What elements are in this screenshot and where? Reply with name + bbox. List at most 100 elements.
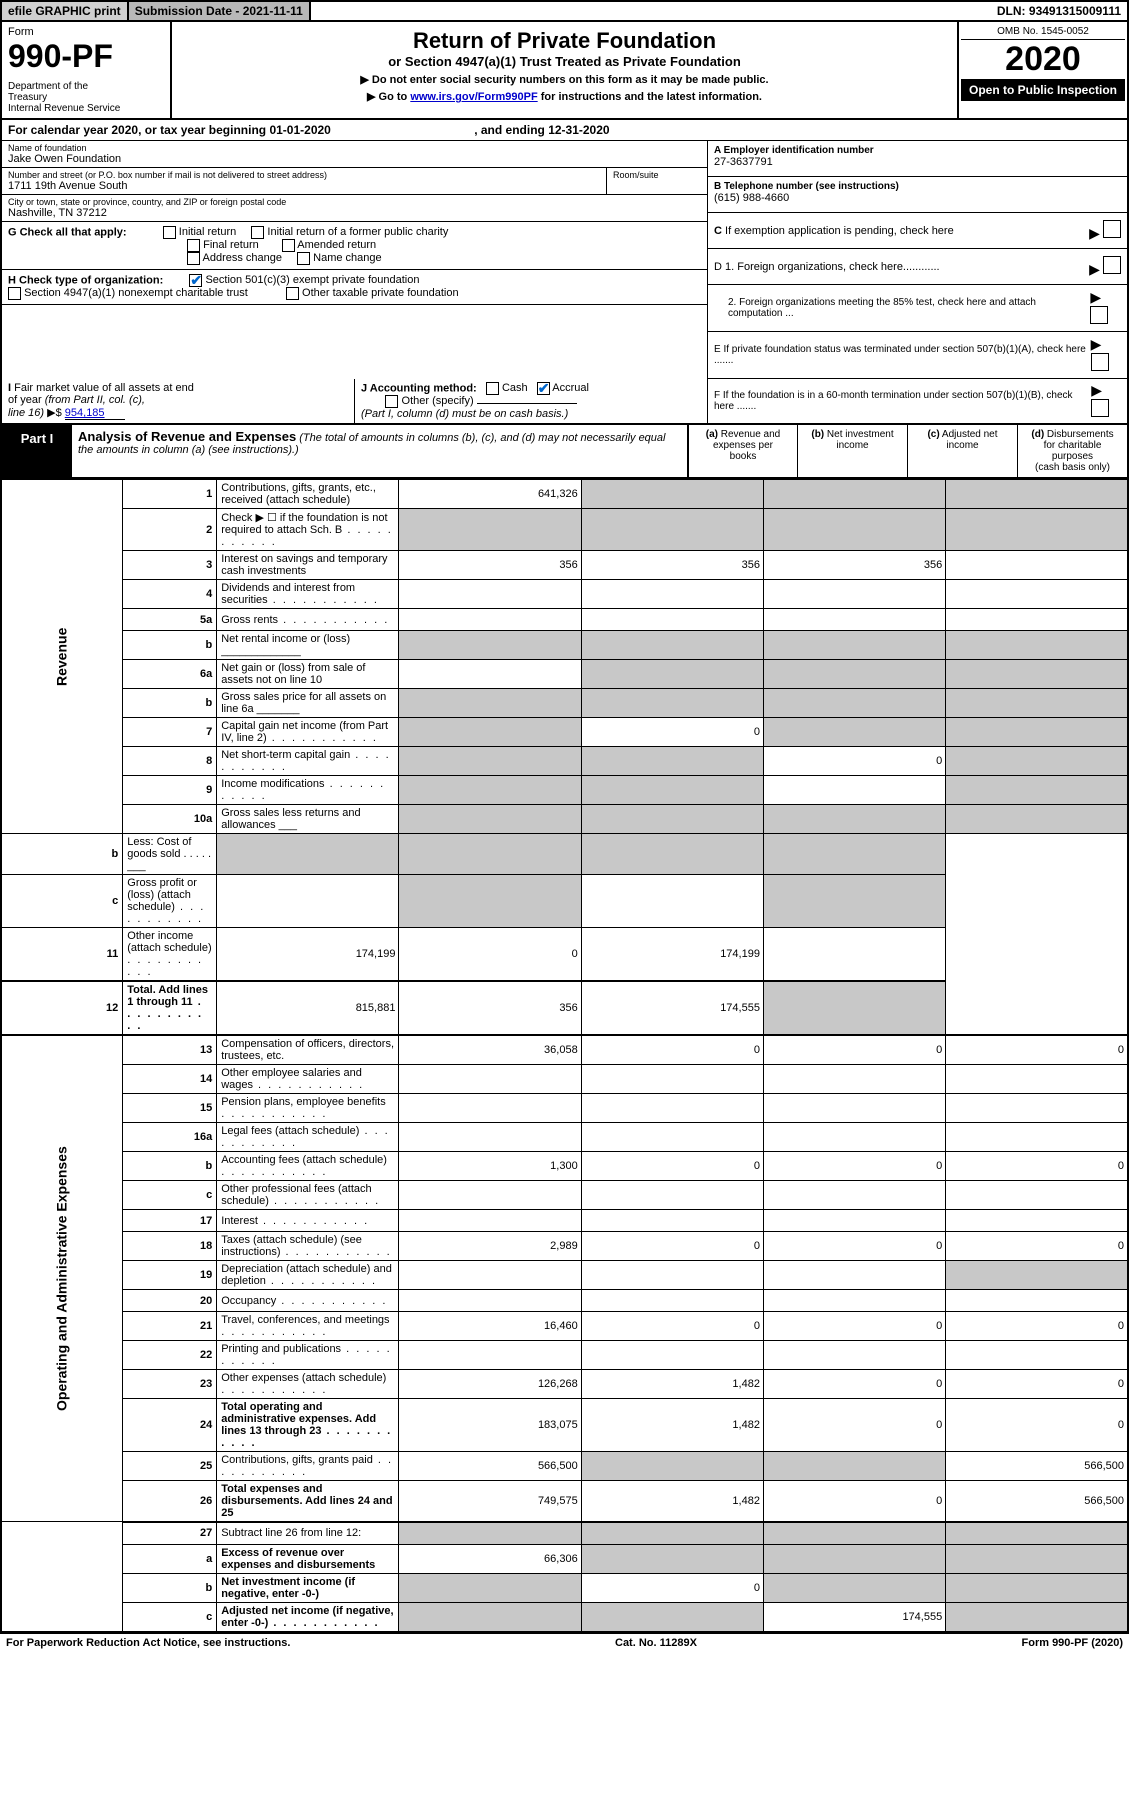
table-row: bNet investment income (if negative, ent… xyxy=(1,1573,1128,1602)
line-number: 9 xyxy=(123,776,217,805)
line-number: b xyxy=(123,631,217,660)
ein-block: A Employer identification number 27-3637… xyxy=(708,141,1127,177)
amount-cell: 1,482 xyxy=(581,1399,763,1452)
line-description: Other professional fees (attach schedule… xyxy=(217,1181,399,1210)
amount-cell xyxy=(399,609,581,631)
room-suite-block: Room/suite xyxy=(607,168,707,194)
g-initial-former[interactable]: Initial return of a former public charit… xyxy=(251,226,448,238)
amount-cell: 0 xyxy=(763,1035,945,1065)
table-row: 10aGross sales less returns and allowanc… xyxy=(1,805,1128,834)
top-bar: efile GRAPHIC print Submission Date - 20… xyxy=(0,0,1129,22)
line-description: Pension plans, employee benefits xyxy=(217,1094,399,1123)
amount-cell xyxy=(581,509,763,551)
amount-cell xyxy=(763,1123,945,1152)
amount-cell xyxy=(399,1261,581,1290)
amount-cell xyxy=(946,805,1128,834)
irs-link[interactable]: www.irs.gov/Form990PF xyxy=(410,91,537,103)
amount-cell xyxy=(946,689,1128,718)
amount-cell xyxy=(399,875,581,928)
g-name-change[interactable]: Name change xyxy=(297,252,382,264)
e-checkbox[interactable] xyxy=(1091,353,1109,371)
h-4947a1[interactable]: Section 4947(a)(1) nonexempt charitable … xyxy=(8,287,248,299)
f-checkbox[interactable] xyxy=(1091,399,1109,417)
amount-cell xyxy=(763,1210,945,1232)
g-final-return[interactable]: Final return xyxy=(187,239,259,251)
j-accrual[interactable]: Accrual xyxy=(537,382,589,394)
g-amended[interactable]: Amended return xyxy=(282,239,376,251)
g-address-change[interactable]: Address change xyxy=(187,252,282,264)
h-501c3[interactable]: Section 501(c)(3) exempt private foundat… xyxy=(189,274,419,286)
amount-cell: 2,989 xyxy=(399,1232,581,1261)
amount-cell xyxy=(763,805,945,834)
line-description: Capital gain net income (from Part IV, l… xyxy=(217,718,399,747)
table-row: 26Total expenses and disbursements. Add … xyxy=(1,1481,1128,1523)
table-row: 18Taxes (attach schedule) (see instructi… xyxy=(1,1232,1128,1261)
j-cash[interactable]: Cash xyxy=(486,382,528,394)
amount-cell: 0 xyxy=(763,1370,945,1399)
line-description: Printing and publications xyxy=(217,1341,399,1370)
amount-cell: 0 xyxy=(946,1152,1128,1181)
table-row: Revenue1Contributions, gifts, grants, et… xyxy=(1,480,1128,509)
amount-cell: 641,326 xyxy=(399,480,581,509)
line-description: Total. Add lines 1 through 11 xyxy=(123,981,217,1035)
amount-cell xyxy=(763,480,945,509)
amount-cell xyxy=(763,509,945,551)
line-number: c xyxy=(123,1602,217,1631)
line-description: Less: Cost of goods sold . . . . . ___ xyxy=(123,834,217,875)
form-ref: Form 990-PF (2020) xyxy=(1022,1637,1124,1649)
j-other[interactable]: Other (specify) xyxy=(385,395,473,407)
line-number: 16a xyxy=(123,1123,217,1152)
amount-cell xyxy=(581,609,763,631)
amount-cell: 1,482 xyxy=(581,1370,763,1399)
submission-date: Submission Date - 2021-11-11 xyxy=(129,2,311,20)
amount-cell xyxy=(763,1094,945,1123)
amount-cell xyxy=(581,776,763,805)
line-number: 11 xyxy=(1,928,123,982)
amount-cell: 0 xyxy=(946,1232,1128,1261)
line-number: 5a xyxy=(123,609,217,631)
amount-cell xyxy=(763,1573,945,1602)
i-j-f-row: I Fair market value of all assets at end… xyxy=(0,379,1129,425)
table-row: 11Other income (attach schedule)174,1990… xyxy=(1,928,1128,982)
cat-no: Cat. No. 11289X xyxy=(615,1637,697,1649)
amount-cell xyxy=(217,834,399,875)
amount-cell xyxy=(763,689,945,718)
line-description: Other employee salaries and wages xyxy=(217,1065,399,1094)
form-subtitle: or Section 4947(a)(1) Trust Treated as P… xyxy=(178,54,951,69)
amount-cell xyxy=(763,609,945,631)
table-row: 15Pension plans, employee benefits xyxy=(1,1094,1128,1123)
amount-cell xyxy=(946,631,1128,660)
amount-cell xyxy=(399,1341,581,1370)
line-description: Other income (attach schedule) xyxy=(123,928,217,982)
g-initial-return[interactable]: Initial return xyxy=(163,226,237,238)
line-description: Check ▶ ☐ if the foundation is not requi… xyxy=(217,509,399,551)
line-description: Adjusted net income (if negative, enter … xyxy=(217,1602,399,1631)
d1-checkbox[interactable] xyxy=(1103,256,1121,274)
c-checkbox[interactable] xyxy=(1103,220,1121,238)
line-description: Net investment income (if negative, ente… xyxy=(217,1573,399,1602)
city-block: City or town, state or province, country… xyxy=(2,195,707,222)
amount-cell xyxy=(946,1261,1128,1290)
d2-checkbox[interactable] xyxy=(1090,306,1108,324)
line-number: 3 xyxy=(123,551,217,580)
form-header: Form 990-PF Department of theTreasuryInt… xyxy=(0,22,1129,120)
table-row: Operating and Administrative Expenses13C… xyxy=(1,1035,1128,1065)
line-number: 12 xyxy=(1,981,123,1035)
amount-cell xyxy=(763,1522,945,1544)
amount-cell: 356 xyxy=(763,551,945,580)
amount-cell xyxy=(399,509,581,551)
fmv-value[interactable]: 954,185 xyxy=(65,407,125,420)
amount-cell xyxy=(946,1544,1128,1573)
line-description: Travel, conferences, and meetings xyxy=(217,1312,399,1341)
amount-cell xyxy=(581,1261,763,1290)
amount-cell xyxy=(946,747,1128,776)
line-number: 19 xyxy=(123,1261,217,1290)
h-other-taxable[interactable]: Other taxable private foundation xyxy=(286,287,459,299)
line-number: 14 xyxy=(123,1065,217,1094)
amount-cell xyxy=(399,1602,581,1631)
table-row: bLess: Cost of goods sold . . . . . ___ xyxy=(1,834,1128,875)
h-check-block: H Check type of organization: Section 50… xyxy=(2,270,707,305)
table-row: cOther professional fees (attach schedul… xyxy=(1,1181,1128,1210)
amount-cell xyxy=(581,1544,763,1573)
line-number: 15 xyxy=(123,1094,217,1123)
